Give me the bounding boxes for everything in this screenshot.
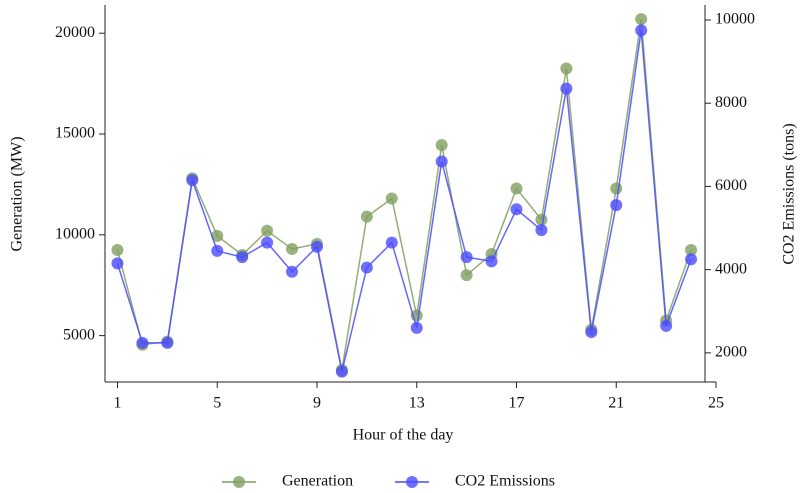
y-tick-label: 20000 — [55, 24, 95, 41]
data-point — [460, 269, 473, 282]
y-tick-label: 15000 — [55, 125, 95, 142]
data-point — [335, 365, 348, 378]
data-point — [585, 326, 598, 339]
data-point — [610, 199, 623, 212]
data-point — [660, 319, 673, 332]
data-point — [286, 265, 299, 278]
y2-tick-label: 6000 — [715, 177, 747, 194]
data-point — [211, 244, 224, 257]
data-point — [236, 251, 249, 264]
data-point — [186, 174, 199, 187]
data-point — [360, 261, 373, 274]
data-point — [286, 242, 299, 255]
x-tick-label: 1 — [113, 395, 121, 412]
y2-tick-label: 4000 — [715, 260, 747, 277]
data-point — [510, 203, 523, 216]
legend-label: CO2 Emissions — [455, 473, 555, 490]
data-point — [136, 336, 149, 349]
series-line — [116, 19, 692, 371]
data-point — [111, 243, 124, 256]
data-point — [435, 155, 448, 168]
data-point — [685, 253, 698, 266]
x-tick-label: 21 — [608, 395, 624, 412]
data-point — [211, 229, 224, 242]
y-axis-title: Generation (MW) — [9, 136, 26, 251]
data-point — [510, 182, 523, 195]
data-point — [385, 236, 398, 249]
data-point — [485, 255, 498, 268]
y-tick-label: 10000 — [55, 226, 95, 243]
data-point — [261, 236, 274, 249]
x-tick-label: 25 — [708, 395, 724, 412]
legend-label: Generation — [282, 473, 353, 490]
data-point — [610, 182, 623, 195]
data-point — [635, 24, 648, 37]
data-point — [111, 257, 124, 270]
x-tick-label: 5 — [213, 395, 221, 412]
data-point — [685, 243, 698, 256]
data-point — [535, 224, 548, 237]
y2-axis-title: CO2 Emissions (tons) — [781, 123, 798, 264]
y2-tick-label: 2000 — [715, 344, 747, 361]
data-point — [635, 13, 648, 26]
legend-swatch — [233, 476, 245, 488]
data-point — [535, 213, 548, 226]
x-tick-label: 9 — [313, 395, 321, 412]
data-point — [261, 224, 274, 237]
data-point — [560, 82, 573, 95]
legend-swatch — [406, 476, 418, 488]
data-point — [435, 139, 448, 152]
data-point — [460, 251, 473, 264]
y2-tick-label: 8000 — [715, 94, 747, 111]
x-tick-label: 13 — [409, 395, 425, 412]
data-point — [385, 192, 398, 205]
x-tick-label: 17 — [508, 395, 524, 412]
series-line — [116, 30, 692, 372]
data-point — [161, 336, 174, 349]
data-point — [310, 240, 323, 253]
data-point — [560, 62, 573, 75]
x-axis-title: Hour of the day — [353, 427, 454, 444]
y2-tick-label: 10000 — [715, 11, 755, 28]
y-tick-label: 5000 — [63, 326, 95, 343]
data-point — [360, 210, 373, 223]
data-point — [410, 321, 423, 334]
